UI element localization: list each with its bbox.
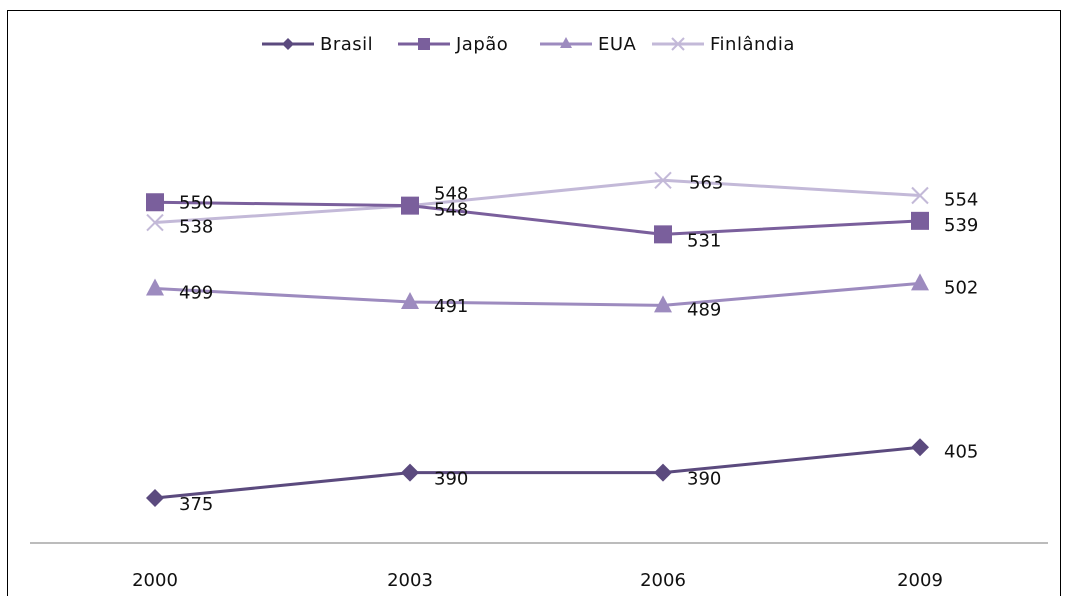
data-label-eua-2009: 502 — [944, 277, 978, 298]
legend-label-finlandia: Finlândia — [710, 34, 795, 55]
point-eua-2006 — [654, 295, 672, 313]
series-line-brasil — [154, 445, 921, 500]
point-japao-2000 — [146, 193, 164, 212]
data-label-brasil-2009: 405 — [944, 441, 978, 462]
x-tick-label-2006: 2006 — [640, 570, 686, 591]
data-label-brasil-2006: 390 — [687, 469, 721, 490]
point-brasil-2009 — [911, 438, 929, 457]
data-label-finlandia-2003: 548 — [434, 184, 468, 205]
legend-label-japao: Japão — [455, 34, 508, 55]
x-tick-label-2000: 2000 — [132, 570, 178, 591]
point-finlandia-2006 — [654, 171, 672, 189]
series-line-eua — [154, 281, 921, 307]
data-label-japao-2003: 548 — [434, 200, 468, 221]
data-label-brasil-2003: 390 — [434, 469, 468, 490]
point-eua-2000 — [146, 278, 164, 296]
data-label-japao-2009: 539 — [944, 215, 978, 236]
data-label-japao-2000: 550 — [179, 192, 213, 213]
legend-marker-eua — [560, 37, 572, 48]
series-line-japao — [154, 200, 921, 236]
legend-marker-finlandia — [671, 37, 685, 51]
data-label-finlandia-2009: 554 — [944, 189, 978, 210]
point-japao-2003 — [401, 196, 419, 215]
series-line-finlandia — [154, 178, 921, 225]
point-brasil-2006 — [654, 463, 672, 482]
legend-marker-japao — [418, 38, 430, 50]
legend-label-eua: EUA — [598, 34, 637, 55]
data-label-eua-2000: 499 — [179, 282, 213, 303]
point-brasil-2000 — [146, 489, 164, 507]
point-brasil-2003 — [401, 463, 419, 482]
data-label-eua-2006: 489 — [687, 299, 721, 320]
legend-label-brasil: Brasil — [320, 34, 373, 55]
data-label-eua-2003: 491 — [434, 296, 468, 317]
data-label-finlandia-2000: 538 — [179, 217, 213, 238]
x-tick-label-2009: 2009 — [897, 570, 943, 591]
point-finlandia-2000 — [146, 213, 164, 232]
legend-marker-brasil — [282, 38, 294, 50]
point-finlandia-2009 — [911, 186, 929, 205]
point-japao-2009 — [911, 211, 929, 230]
point-eua-2003 — [401, 291, 419, 309]
data-label-brasil-2000: 375 — [179, 494, 213, 515]
point-eua-2009 — [911, 273, 929, 291]
data-label-japao-2006: 531 — [687, 230, 721, 251]
point-japao-2006 — [654, 225, 672, 244]
x-tick-label-2003: 2003 — [387, 570, 433, 591]
data-label-finlandia-2006: 563 — [689, 172, 723, 193]
